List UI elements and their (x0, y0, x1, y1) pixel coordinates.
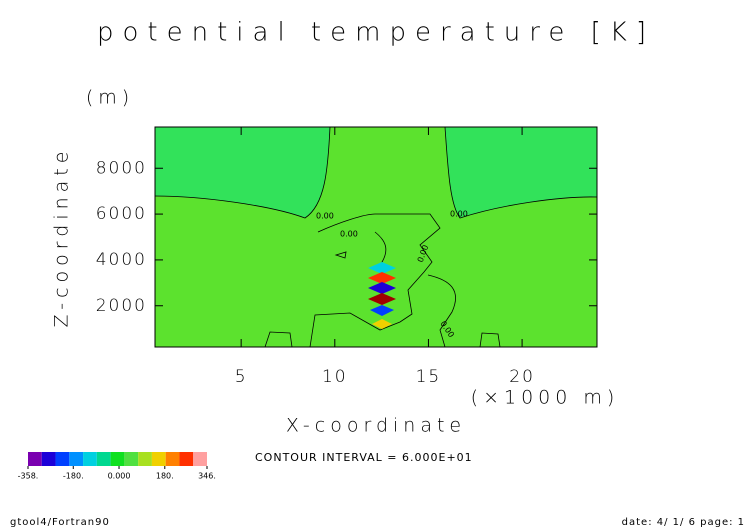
anomaly (370, 305, 394, 316)
y-axis-label: Z-coordinate (51, 147, 73, 328)
anomaly (368, 272, 396, 284)
contour-label: 0.00 (316, 212, 334, 221)
anomaly (368, 293, 396, 305)
colorbar-swatch (28, 452, 42, 466)
chart-title: potential temperature [K] (97, 18, 655, 48)
y-tick-label: 8000 (96, 158, 147, 178)
y-tick-label: 4000 (96, 250, 147, 270)
anomaly (368, 282, 396, 294)
colorbar-swatch (193, 452, 207, 466)
colorbar-swatch (179, 452, 194, 466)
footer-left: gtool4/Fortran90 (10, 517, 110, 528)
x-unit: (×1000 m) (471, 387, 620, 409)
x-axis-label: X-coordinate (286, 415, 466, 437)
x-tick-label: 5 (235, 367, 248, 387)
colorbar-swatch (110, 452, 125, 466)
colorbar-tick-label: 180. (156, 472, 174, 481)
x-tick-label: 10 (322, 367, 348, 387)
colorbar-swatch (96, 452, 111, 466)
x-tick-label: 15 (416, 367, 442, 387)
contour-label: 0.00 (450, 210, 468, 219)
colorbar-tick-label: -180. (63, 472, 84, 481)
colorbar-swatch (151, 452, 166, 466)
anomaly (368, 262, 396, 274)
colorbar-swatch (165, 452, 180, 466)
x-tick-label: 20 (509, 367, 535, 387)
colorbar-tick-label: 0.000 (108, 472, 131, 481)
colorbar-swatch (41, 452, 56, 466)
y-unit: (m) (86, 87, 134, 109)
contour-label: 0.00 (340, 230, 358, 239)
contour-lines (154, 126, 598, 348)
colorbar-swatch (138, 452, 152, 466)
footer-right: date: 4/ 1/ 6 page: 1 (622, 517, 745, 528)
colorbar-tick-label: 346. (198, 472, 216, 481)
y-tick-label: 6000 (96, 204, 147, 224)
colorbar-swatch (83, 452, 97, 466)
y-tick-label: 2000 (96, 296, 147, 316)
field (154, 126, 598, 348)
contour-interval: CONTOUR INTERVAL = 6.000E+01 (255, 451, 473, 464)
colorbar-swatch (55, 452, 70, 466)
anomaly (372, 319, 392, 329)
plot-frame (154, 126, 598, 348)
colorbar-tick-label: -358. (18, 472, 39, 481)
field-region (155, 127, 597, 218)
colorbar-swatch (69, 452, 84, 466)
colorbar-swatch (124, 452, 139, 466)
